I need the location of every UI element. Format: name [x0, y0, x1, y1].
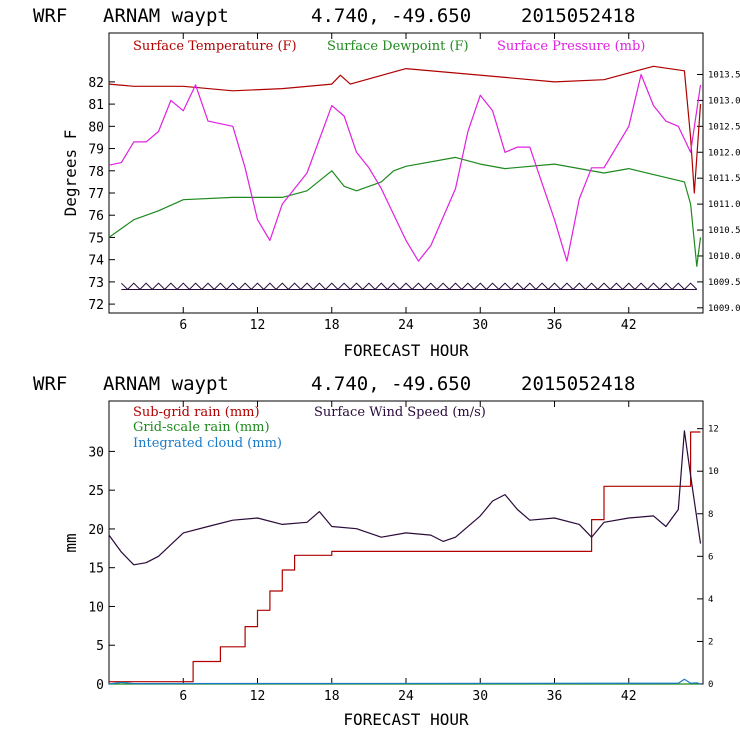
y-tick-label: 10 [88, 600, 104, 615]
right-tick-label: 0 [708, 680, 713, 690]
series-line-sub-grid-rain [109, 431, 701, 683]
y-axis-label: Degrees F [61, 130, 80, 217]
y-tick-label: 72 [88, 298, 104, 313]
y-tick-label: 76 [88, 209, 104, 224]
header-date: 2015052418 [521, 5, 635, 27]
legend-wind-speed: Surface Wind Speed (m/s) [314, 405, 486, 420]
right-tick-label: 1012.0 [708, 148, 740, 158]
x-tick-label: 30 [472, 318, 488, 333]
y-tick-label: 0 [96, 678, 104, 693]
series-line-integrated-cloud [108, 678, 701, 685]
rain-marker-zigzag [121, 282, 698, 291]
right-tick-label: 10 [708, 467, 719, 477]
x-tick-label: 18 [324, 318, 340, 333]
x-tick-label: 24 [398, 689, 414, 704]
series-lines [108, 430, 702, 685]
series-line-surface-temperature [108, 65, 702, 194]
header-model: WRF [33, 5, 67, 27]
right-tick-label: 1012.5 [708, 122, 740, 132]
y-tick-label: 30 [88, 445, 104, 460]
right-tick-label: 1009.0 [708, 304, 740, 314]
x-tick-label: 42 [621, 318, 637, 333]
x-tick-label: 12 [250, 689, 266, 704]
legend-dewpoint: Surface Dewpoint (F) [327, 39, 469, 54]
right-tick-label: 2 [708, 637, 713, 647]
right-tick-label: 1010.5 [708, 226, 740, 236]
x-tick-label: 24 [398, 318, 414, 333]
y-tick-label: 5 [96, 639, 104, 654]
y-tick-label: 15 [88, 562, 104, 577]
header-model: WRF [33, 373, 67, 395]
y-tick-label: 77 [88, 187, 104, 202]
header-station: ARNAM waypt [103, 5, 229, 27]
legend-subgrid-rain: Sub-grid rain (mm) [133, 405, 260, 420]
legend-temperature: Surface Temperature (F) [133, 39, 297, 54]
x-tick-label: 18 [324, 689, 340, 704]
y-tick-label: 80 [88, 120, 104, 135]
x-ticks: 6 12 18 24 30 36 42 [179, 33, 637, 333]
x-tick-label: 36 [547, 689, 563, 704]
x-ticks: 6 12 18 24 30 36 42 [179, 401, 637, 704]
y-tick-label: 74 [88, 254, 104, 269]
x-tick-label: 6 [179, 318, 187, 333]
header-date: 2015052418 [521, 373, 635, 395]
header-coords: 4.740, -49.650 [311, 373, 471, 395]
y-ticks: 0 5 10 15 20 25 30 [88, 445, 115, 693]
right-tick-label: 1013.5 [708, 70, 740, 80]
series-line-surface-pressure [108, 73, 702, 262]
meteogram-panel: 6 12 18 24 30 36 42 72 73 74 75 76 77 78 79 80 81 82 100… [61, 32, 740, 360]
y-tick-label: 73 [88, 276, 104, 291]
right-ticks: 1009.0 1009.5 1010.0 1010.5 1011.0 1011.5 1012… [697, 70, 740, 314]
y-axis-label: mm [61, 533, 80, 552]
y-ticks: 72 73 74 75 76 77 78 79 80 81 82 [88, 76, 115, 313]
right-tick-label: 1011.0 [708, 200, 740, 210]
right-tick-label: 12 [708, 425, 719, 435]
right-tick-label: 8 [708, 510, 713, 520]
series-line-surface-dewpoint [108, 156, 702, 267]
right-tick-label: 1010.0 [708, 252, 740, 262]
right-tick-label: 6 [708, 552, 713, 562]
right-ticks: 0 2 4 6 8 10 12 [697, 425, 719, 690]
series-lines [108, 65, 702, 291]
x-tick-label: 36 [547, 318, 563, 333]
y-tick-label: 75 [88, 231, 104, 246]
y-tick-label: 81 [88, 98, 104, 113]
right-tick-label: 4 [708, 595, 713, 605]
y-tick-label: 20 [88, 523, 104, 538]
y-tick-label: 79 [88, 143, 104, 158]
x-axis-label: FORECAST HOUR [343, 341, 469, 360]
legend-integrated-cloud: Integrated cloud (mm) [133, 436, 282, 451]
plot-frame [108, 32, 704, 314]
y-tick-label: 82 [88, 76, 104, 91]
legend-pressure: Surface Pressure (mb) [497, 39, 645, 54]
x-tick-label: 42 [621, 689, 637, 704]
x-tick-label: 12 [250, 318, 266, 333]
y-tick-label: 25 [88, 484, 104, 499]
x-tick-label: 30 [472, 689, 488, 704]
right-tick-label: 1011.5 [708, 174, 740, 184]
x-axis-label: FORECAST HOUR [343, 710, 469, 729]
right-tick-label: 1009.5 [708, 278, 740, 288]
header-station: ARNAM waypt [103, 373, 229, 395]
legend-gridscale-rain: Grid-scale rain (mm) [133, 420, 270, 435]
right-tick-label: 1013.0 [708, 96, 740, 106]
header-coords: 4.740, -49.650 [311, 5, 471, 27]
y-tick-label: 78 [88, 165, 104, 180]
series-line-surface-wind-speed [108, 430, 702, 566]
x-tick-label: 6 [179, 689, 187, 704]
